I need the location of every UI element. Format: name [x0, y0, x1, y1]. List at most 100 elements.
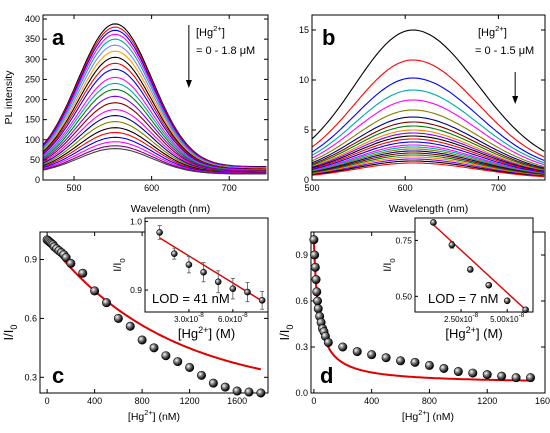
panel-d-data-point	[311, 275, 321, 285]
panel-a-annotation-1: [Hg2+]	[196, 24, 225, 39]
panel-c-fit-curve	[46, 239, 262, 371]
panel-a-series	[43, 23, 267, 175]
panel-c-y-tick-label: 0.9	[24, 254, 37, 264]
panel-a-x-tick-label: 500	[67, 183, 82, 193]
panel-b-annotation-1: [Hg2+]	[478, 24, 507, 39]
panel-c-data-point	[125, 321, 135, 331]
panel-a-y-tick-label: 100	[25, 135, 40, 145]
panel-d-data-point	[424, 360, 434, 370]
panel-d-data-point	[312, 287, 322, 297]
panel-a-y-tick-label: 350	[25, 34, 40, 44]
panel-c-inset-data-point	[258, 297, 266, 304]
panel-b-frame	[311, 14, 546, 181]
spectrum-line	[312, 29, 545, 152]
panel-b-series	[312, 29, 545, 178]
panel-d-data-point	[482, 370, 492, 380]
panel-d-inset-frame	[414, 217, 534, 313]
panel-d-data-point	[323, 337, 333, 347]
spectrum-line	[312, 132, 545, 172]
panel-c-inset-data-point	[185, 261, 193, 268]
panel-d-inset-data-point	[485, 281, 493, 289]
panel-c-data-point	[113, 313, 123, 323]
panel-a-frame	[42, 14, 269, 181]
panel-d-inset-fit-line	[432, 224, 527, 311]
panel-d-data-point	[468, 368, 478, 378]
panel-d-data-point	[439, 363, 449, 373]
panel-a-y-tick-label: 150	[25, 115, 40, 125]
spectrum-line	[43, 148, 267, 175]
inset-x-tick-label: 2.50x10-8	[444, 312, 479, 324]
panel-d-data-point	[312, 296, 322, 306]
panel-c-inset-xlabel: [Hg2+] (M)	[178, 325, 235, 341]
panel-d-x-tick-label: 1600	[535, 396, 550, 406]
panel-c-data-point	[173, 357, 183, 367]
panel-c-inset-data-point	[170, 250, 178, 257]
panel-a-y-tick-label: 300	[25, 54, 40, 64]
panel-d-data-point	[381, 353, 391, 363]
panel-a-x-tick-label: 700	[222, 183, 237, 193]
spectrum-line	[312, 144, 545, 174]
panel-c-xlabel: [Hg2+] (nM)	[128, 408, 180, 423]
spectrum-line	[312, 154, 545, 176]
panel-c-inset-data-point	[156, 229, 163, 236]
panel-c-inset-data-point	[244, 288, 251, 296]
panel-d-data-point	[309, 235, 319, 245]
panel-c-inset-data-point	[200, 268, 207, 276]
panel-d-inset-data-point	[430, 219, 437, 226]
spectrum-line	[312, 141, 545, 174]
panel-d-y-tick-label: 0.6	[295, 296, 308, 306]
panel-c-data-point	[102, 298, 112, 308]
panel-a-y-tick-label: 0	[35, 175, 40, 185]
panel-c-x-tick-label: 1200	[180, 396, 200, 406]
spectrum-line	[312, 59, 545, 158]
panel-d-inset-lod: LOD = 7 nM	[428, 291, 498, 306]
spectrum-line	[312, 146, 545, 175]
panel-d-y-tick-label: 0.0	[295, 388, 308, 398]
panel-c-x-tick-label: 800	[135, 396, 150, 406]
panel-d-inset-data-point	[503, 297, 511, 305]
panel-d-x-tick-label: 800	[422, 396, 437, 406]
panel-c-data-point	[78, 268, 88, 278]
panel-d-inset-data-point	[448, 241, 456, 249]
panel-d-data-point	[367, 350, 377, 360]
panel-d-x-tick-label: 1200	[477, 396, 497, 406]
panel-a-ylabel: PL intensity	[3, 70, 15, 125]
panel-d-x-tick-label: 0	[311, 396, 316, 406]
panel-c-inset-data-point	[229, 285, 237, 292]
panel-c-data-point	[232, 386, 242, 396]
panel-d-data-point	[511, 373, 521, 383]
panel-d-x-tick-label: 400	[364, 396, 379, 406]
spectrum-line	[312, 150, 545, 175]
inset-y-tick-label: 1.0	[130, 216, 142, 226]
panel-b-y-tick-label: 10	[299, 75, 309, 85]
panel-b-y-tick-label: 0	[304, 175, 309, 185]
panel-d-data-point	[352, 347, 362, 357]
panel-c-inset-lod: LOD = 41 nM	[152, 291, 230, 306]
spectrum-line	[312, 89, 545, 164]
panel-a-letter: a	[52, 25, 65, 50]
spectrum-line	[312, 160, 545, 177]
panel-d-data-point	[396, 356, 406, 366]
panel-a-y-tick-label: 50	[30, 155, 40, 165]
panel-b-x-tick-label: 600	[398, 183, 413, 193]
spectrum-line	[312, 152, 545, 176]
panel-b-x-tick-label: 500	[304, 183, 319, 193]
panel-d-inset-data-point	[522, 306, 529, 314]
spectrum-line	[312, 156, 545, 177]
panel-c-data-point	[137, 335, 147, 345]
panel-d-data-point	[310, 250, 320, 260]
spectrum-line	[312, 162, 545, 178]
inset-x-tick-label: 5.00x10-8	[490, 312, 525, 324]
panel-c-x-tick-label: 400	[87, 396, 102, 406]
panel-d-data-point	[526, 373, 536, 383]
inset-x-tick-label: 6.0x10-8	[218, 312, 248, 324]
panel-a-xlabel: Wavelength (nm)	[131, 203, 211, 215]
inset-y-tick-label: 0.75	[395, 235, 412, 245]
inset-x-tick-label: 3.0x10-8	[174, 312, 204, 324]
panel-c-data-point	[208, 378, 218, 388]
spectrum-line	[312, 158, 545, 177]
panel-a-y-tick-label: 250	[25, 74, 40, 84]
spectrum-line	[312, 138, 545, 173]
inset-y-tick-label: 0.50	[395, 291, 412, 301]
